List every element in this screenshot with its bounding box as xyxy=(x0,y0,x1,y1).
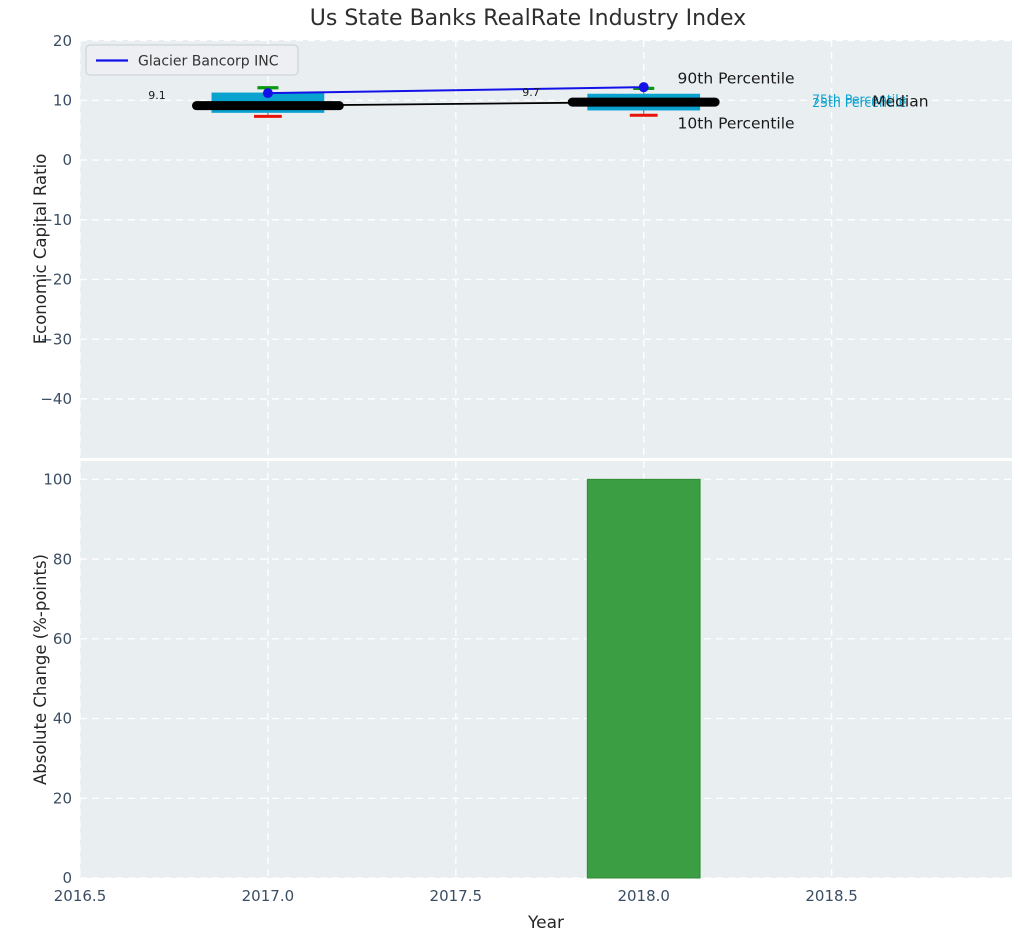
y-tick-label: 60 xyxy=(53,630,72,648)
annotation-label: 25th Percentile xyxy=(812,95,907,110)
y-tick-label: −40 xyxy=(40,390,72,408)
company-marker xyxy=(638,82,649,93)
chart-title: Us State Banks RealRate Industry Index xyxy=(309,6,747,31)
x-tick-label: 2016.5 xyxy=(54,887,107,905)
y-tick-label: 80 xyxy=(53,550,72,568)
annotation-label: 75th Percentile xyxy=(812,91,907,106)
annotation-label: 9.7 xyxy=(522,86,540,99)
bottom-plot-area xyxy=(80,461,1012,878)
x-tick-label: 2018.0 xyxy=(617,887,670,905)
annotation-label: 9.1 xyxy=(148,89,166,102)
x-axis-label: Year xyxy=(527,913,564,933)
company-line xyxy=(267,86,644,95)
y-tick-label: 100 xyxy=(43,471,72,489)
y-tick-label: −10 xyxy=(40,211,72,229)
y-tick-label: 20 xyxy=(53,32,72,50)
legend-box xyxy=(85,44,299,76)
legend-label: Glacier Bancorp INC xyxy=(138,54,279,70)
y-tick-label: 20 xyxy=(53,789,72,807)
annotation-label: 90th Percentile xyxy=(678,70,795,88)
y-tick-label: −20 xyxy=(40,271,72,289)
y-tick-label: 40 xyxy=(53,710,72,728)
y-tick-label: −30 xyxy=(40,330,72,348)
company-marker xyxy=(262,88,273,99)
annotation-label: Median xyxy=(872,92,928,110)
x-tick-label: 2018.5 xyxy=(805,887,858,905)
x-tick-label: 2017.0 xyxy=(242,887,295,905)
y-tick-label: 0 xyxy=(62,869,72,887)
x-tick-label: 2017.5 xyxy=(430,887,483,905)
bottom-y-axis-label: Absolute Change (%-points) xyxy=(31,554,50,785)
y-tick-label: 0 xyxy=(62,151,72,169)
change-bar xyxy=(586,478,701,879)
y-tick-label: 10 xyxy=(53,92,72,110)
annotation-label: 10th Percentile xyxy=(678,114,795,132)
top-y-axis-label: Economic Capital Ratio xyxy=(31,154,50,345)
